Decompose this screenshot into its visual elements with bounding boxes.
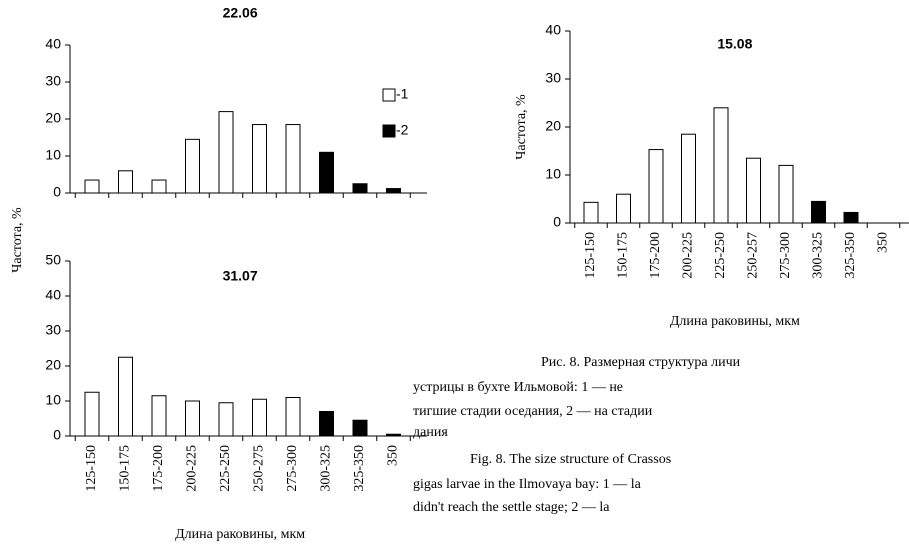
bar xyxy=(118,170,133,194)
bar xyxy=(252,398,267,437)
bar xyxy=(352,419,368,437)
y-tick-label: 40 xyxy=(545,22,561,38)
chart-title: 31.07 xyxy=(223,268,258,284)
x-tick-label: 125-150 xyxy=(84,445,99,492)
x-tick-label: 350 xyxy=(386,445,401,466)
y-tick-label: 10 xyxy=(45,147,61,163)
x-tick-label: 250-275 xyxy=(252,445,267,492)
y-axis-label: Частота, % xyxy=(514,94,529,160)
bar xyxy=(319,411,334,437)
x-tick-label: 150-175 xyxy=(616,232,631,279)
x-tick-label: 300-325 xyxy=(319,445,334,492)
bar xyxy=(185,138,200,194)
bar xyxy=(352,183,368,194)
y-tick-label: 0 xyxy=(53,427,61,443)
x-tick-label: 175-200 xyxy=(648,232,663,279)
x-tick-label: 350 xyxy=(876,232,891,253)
x-tick-label: 275-300 xyxy=(285,445,300,492)
x-tick-label: 325-350 xyxy=(352,445,367,492)
bar xyxy=(151,395,167,437)
bar xyxy=(681,133,696,224)
bar xyxy=(713,107,729,224)
y-tick-label: 10 xyxy=(545,166,561,182)
caption-line: Рис. 8. Размерная структура личи xyxy=(541,355,741,370)
x-axis-label: Длина раковины, мкм xyxy=(175,527,305,542)
caption-line: дания xyxy=(413,425,448,440)
y-axis-label: Частота, % xyxy=(10,207,25,273)
caption-line: тигшие стадии оседания, 2 — на стадии xyxy=(413,404,653,419)
y-tick-label: 10 xyxy=(45,392,61,408)
bar xyxy=(118,356,133,437)
bar xyxy=(746,157,761,224)
bar xyxy=(84,179,100,194)
bar xyxy=(319,151,334,194)
legend-swatch xyxy=(382,124,396,138)
y-tick-label: 20 xyxy=(545,118,561,134)
x-tick-label: 225-250 xyxy=(218,445,233,492)
bar xyxy=(843,211,859,224)
bar xyxy=(583,201,599,224)
legend-label: -2 xyxy=(396,122,409,138)
chart-title: 15.08 xyxy=(717,36,752,52)
bar xyxy=(285,397,301,437)
x-tick-label: 200-225 xyxy=(681,232,696,279)
y-tick-label: 20 xyxy=(45,110,61,126)
bar xyxy=(218,402,234,437)
y-tick-label: 20 xyxy=(45,357,61,373)
bar xyxy=(285,124,301,194)
x-tick-label: 250-257 xyxy=(746,232,761,279)
y-tick-label: 0 xyxy=(53,184,61,200)
bar xyxy=(616,193,631,224)
y-tick-label: 30 xyxy=(545,70,561,86)
y-tick-label: 30 xyxy=(45,322,61,338)
y-tick-label: 40 xyxy=(45,287,61,303)
bar xyxy=(185,400,200,437)
x-tick-label: 175-200 xyxy=(151,445,166,492)
bar xyxy=(811,200,826,224)
x-axis-label: Длина раковины, мкм xyxy=(670,314,800,329)
x-tick-label: 325-350 xyxy=(843,232,858,279)
x-tick-label: 125-150 xyxy=(583,232,598,279)
x-tick-label: 225-250 xyxy=(713,232,728,279)
legend-label: -1 xyxy=(396,86,409,102)
bar xyxy=(252,124,267,194)
x-tick-label: 200-225 xyxy=(185,445,200,492)
caption-line: didn't reach the settle stage; 2 — la xyxy=(413,500,610,515)
x-tick-label: 150-175 xyxy=(118,445,133,492)
chart-title: 22.06 xyxy=(223,5,258,21)
x-tick-label: 300-325 xyxy=(811,232,826,279)
y-tick-label: 30 xyxy=(45,73,61,89)
y-tick-label: 0 xyxy=(553,214,561,230)
x-tick-label: 275-300 xyxy=(778,232,793,279)
bar xyxy=(151,179,167,194)
caption-line: gigas larvae in the Ilmovaya bay: 1 — la xyxy=(413,477,642,492)
caption-line: устрицы в бухте Ильмовой: 1 — не xyxy=(413,380,623,395)
bar xyxy=(648,149,664,224)
bar xyxy=(386,433,401,437)
bar xyxy=(84,391,100,437)
bar xyxy=(218,111,234,194)
bar xyxy=(778,164,794,224)
y-tick-label: 40 xyxy=(45,36,61,52)
caption-line: Fig. 8. The size structure of Crassos xyxy=(470,452,671,467)
legend-swatch xyxy=(382,88,396,102)
y-tick-label: 50 xyxy=(45,252,61,268)
bar xyxy=(386,188,401,194)
